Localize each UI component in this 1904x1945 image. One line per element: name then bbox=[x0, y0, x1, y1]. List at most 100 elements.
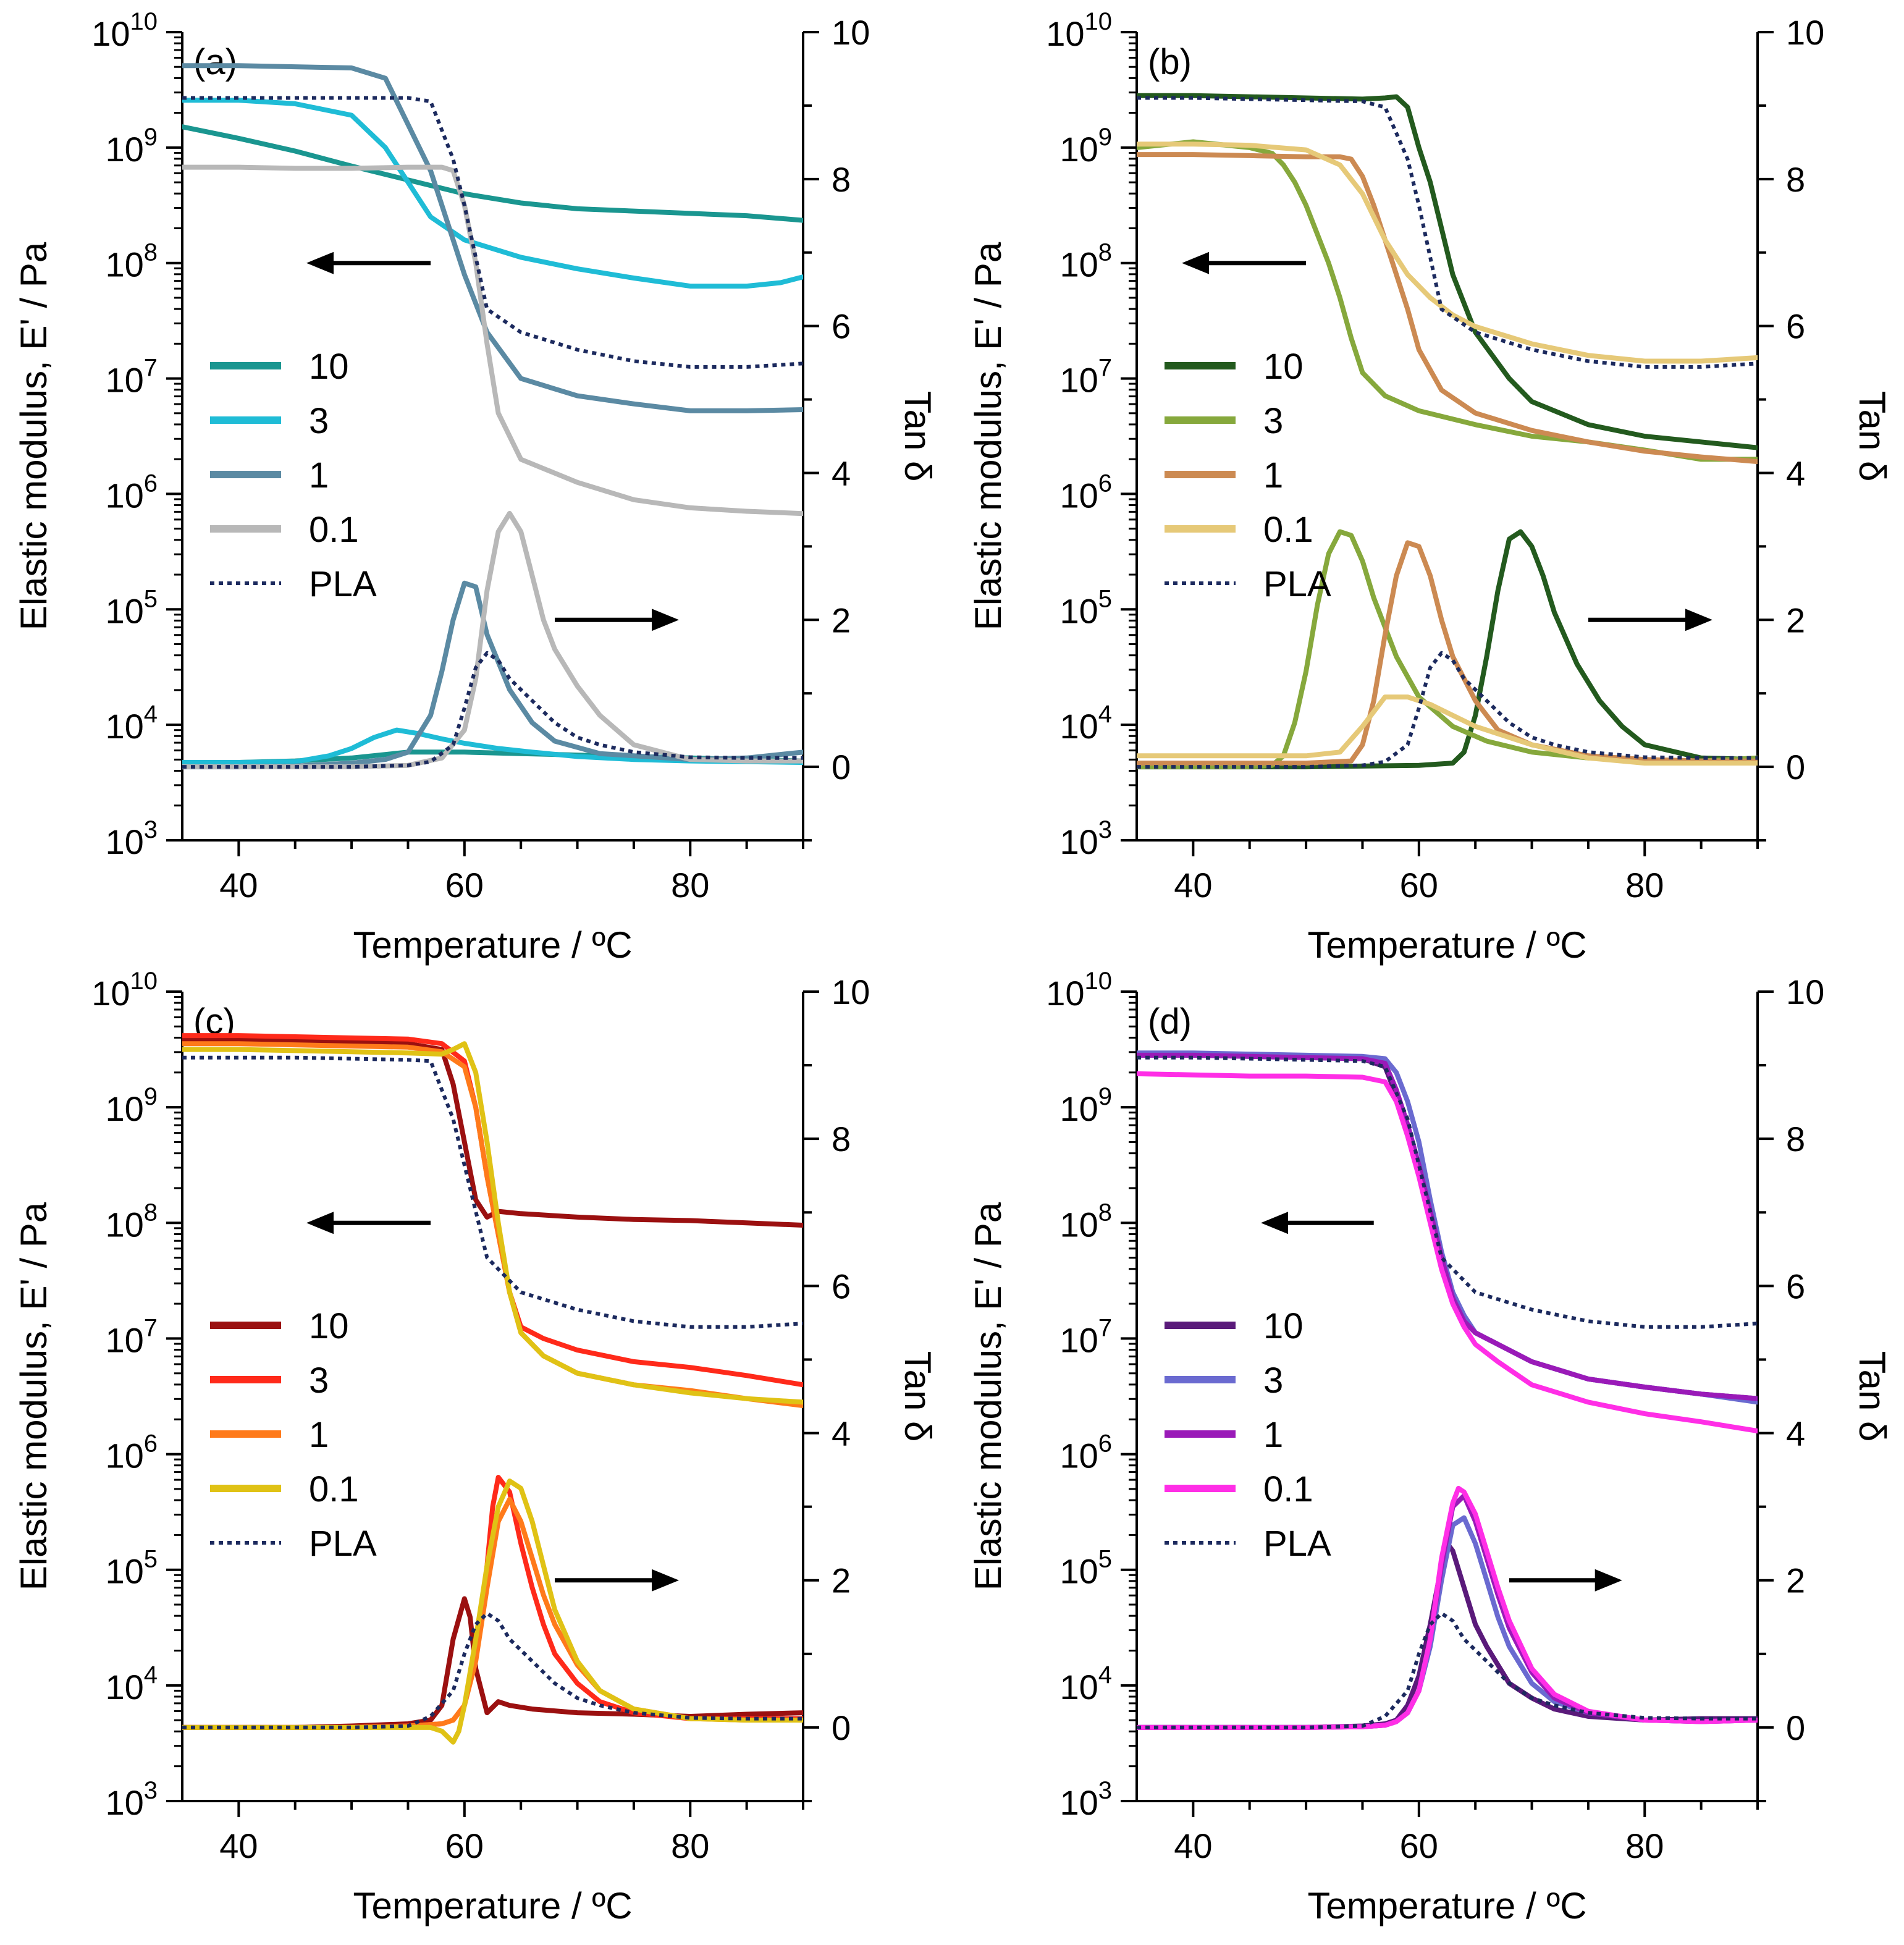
tick-exponent: 9 bbox=[1098, 1083, 1112, 1110]
y-left-tick-label: 104 bbox=[105, 701, 158, 746]
y-left-tick-label: 107 bbox=[105, 1314, 158, 1359]
panel-label: (a) bbox=[193, 42, 237, 82]
tan-delta-series-0_1 bbox=[182, 510, 803, 770]
tick-base: 10 bbox=[1059, 591, 1098, 630]
modulus-series-3 bbox=[1137, 139, 1758, 462]
y-left-tick-label: 1010 bbox=[1046, 968, 1112, 1013]
y-left-tick-label: 104 bbox=[105, 1661, 158, 1707]
legend-label: 10 bbox=[309, 1306, 349, 1346]
y-right-tick-label: 6 bbox=[832, 307, 851, 346]
tick-exponent: 3 bbox=[144, 1777, 158, 1804]
legend-label: PLA bbox=[309, 1524, 377, 1564]
legend-label: 1 bbox=[1263, 455, 1283, 496]
tick-exponent: 9 bbox=[144, 1083, 158, 1110]
y-left-tick-label: 108 bbox=[1059, 1199, 1112, 1244]
arrowhead-left bbox=[306, 251, 334, 274]
legend-label: 1 bbox=[309, 455, 329, 496]
tan-delta-series-10 bbox=[1137, 1541, 1758, 1730]
arrowhead-right bbox=[1594, 1569, 1622, 1592]
tan-delta-series-0_1 bbox=[1137, 694, 1758, 766]
y-left-tick-label: 103 bbox=[1059, 1777, 1112, 1822]
modulus-series-3 bbox=[182, 98, 803, 289]
tick-exponent: 3 bbox=[1098, 816, 1112, 843]
legend: 10 3 1 0.1 PLA bbox=[1165, 347, 1331, 604]
y-right-axis-title: Tan δ bbox=[1851, 1351, 1893, 1442]
y-right-tick-label: 2 bbox=[832, 601, 851, 639]
modulus-series-1 bbox=[1137, 152, 1758, 465]
legend-label: 10 bbox=[1263, 1306, 1304, 1346]
tick-exponent: 7 bbox=[144, 1314, 158, 1341]
y-left-tick-label: 108 bbox=[105, 239, 158, 284]
tick-exponent: 6 bbox=[144, 1430, 158, 1458]
tan-delta-series-10 bbox=[1137, 529, 1758, 770]
y-left-tick-label: 103 bbox=[1059, 816, 1112, 861]
tick-base: 10 bbox=[1059, 1320, 1098, 1359]
tick-exponent: 8 bbox=[1098, 1199, 1112, 1226]
tick-exponent: 6 bbox=[1098, 1430, 1112, 1458]
legend-label: 0.1 bbox=[309, 510, 359, 550]
tick-exponent: 8 bbox=[1098, 239, 1112, 266]
y-right-tick-label: 10 bbox=[1786, 13, 1824, 52]
tan-delta-series-10 bbox=[182, 1596, 803, 1730]
tick-exponent: 10 bbox=[130, 968, 158, 995]
x-tick-label: 40 bbox=[219, 1826, 258, 1865]
y-right-axis-title: Tan δ bbox=[897, 1351, 938, 1442]
tick-base: 10 bbox=[1059, 1552, 1098, 1591]
y-right-tick-label: 4 bbox=[832, 454, 851, 492]
y-left-tick-label: 103 bbox=[105, 1777, 158, 1822]
y-left-tick-label: 1010 bbox=[1046, 8, 1112, 53]
y-right-tick-label: 10 bbox=[832, 972, 870, 1011]
tick-exponent: 5 bbox=[1098, 585, 1112, 612]
modulus-series-PLA bbox=[1137, 96, 1758, 369]
y-left-tick-label: 107 bbox=[1059, 1314, 1112, 1359]
y-left-axis-title: Elastic modulus, E' / Pa bbox=[13, 242, 54, 630]
x-tick-label: 60 bbox=[1400, 1826, 1438, 1865]
y-right-tick-label: 8 bbox=[1786, 1120, 1805, 1158]
tan-delta-series-PLA bbox=[182, 651, 803, 769]
tick-base: 10 bbox=[105, 1783, 143, 1822]
legend: 10 3 1 0.1 PLA bbox=[210, 347, 377, 604]
y-left-tick-label: 105 bbox=[1059, 1546, 1112, 1591]
x-tick-label: 60 bbox=[445, 866, 484, 905]
tick-base: 10 bbox=[1046, 14, 1084, 53]
tick-exponent: 9 bbox=[1098, 124, 1112, 151]
legend-label: 1 bbox=[309, 1415, 329, 1455]
modulus-series-0_1 bbox=[182, 1041, 803, 1405]
x-tick-label: 80 bbox=[671, 1826, 709, 1865]
legend: 10 3 1 0.1 PLA bbox=[1165, 1306, 1331, 1564]
y-right-axis-title: Tan δ bbox=[897, 391, 938, 482]
x-tick-label: 40 bbox=[1174, 1826, 1212, 1865]
legend-label: PLA bbox=[1263, 564, 1331, 604]
tick-base: 10 bbox=[105, 1668, 143, 1707]
modulus-series-1 bbox=[182, 63, 803, 413]
legend: 10 3 1 0.1 PLA bbox=[210, 1306, 377, 1564]
arrowhead-left bbox=[1182, 251, 1210, 274]
legend-label: 0.1 bbox=[1263, 510, 1313, 550]
tan-delta-series-3 bbox=[182, 727, 803, 765]
panel-label: (d) bbox=[1148, 1002, 1192, 1042]
tick-exponent: 3 bbox=[144, 816, 158, 843]
y-right-tick-label: 0 bbox=[832, 1708, 851, 1747]
y-right-tick-label: 4 bbox=[1786, 454, 1805, 492]
y-left-tick-label: 106 bbox=[1059, 1430, 1112, 1475]
y-right-tick-label: 2 bbox=[832, 1561, 851, 1600]
tan-delta-series-1 bbox=[1137, 540, 1758, 766]
y-right-tick-label: 8 bbox=[1786, 160, 1805, 199]
tick-base: 10 bbox=[105, 707, 143, 746]
tan-delta-series-PLA bbox=[1137, 651, 1758, 769]
y-left-tick-label: 109 bbox=[105, 124, 158, 169]
y-right-tick-label: 4 bbox=[1786, 1414, 1805, 1453]
data-lines bbox=[1137, 1050, 1758, 1730]
arrowhead-left bbox=[1261, 1212, 1288, 1234]
tick-exponent: 4 bbox=[144, 1661, 158, 1689]
tick-base: 10 bbox=[1059, 1437, 1098, 1475]
y-left-tick-label: 105 bbox=[1059, 585, 1112, 630]
y-right-tick-label: 6 bbox=[1786, 307, 1805, 346]
tan-delta-series-PLA bbox=[1137, 1611, 1758, 1729]
modulus-series-3 bbox=[1137, 1050, 1758, 1405]
x-tick-label: 40 bbox=[1174, 866, 1212, 905]
arrowhead-right bbox=[1685, 609, 1712, 631]
y-right-tick-label: 2 bbox=[1786, 1561, 1805, 1600]
tick-base: 10 bbox=[105, 245, 143, 284]
